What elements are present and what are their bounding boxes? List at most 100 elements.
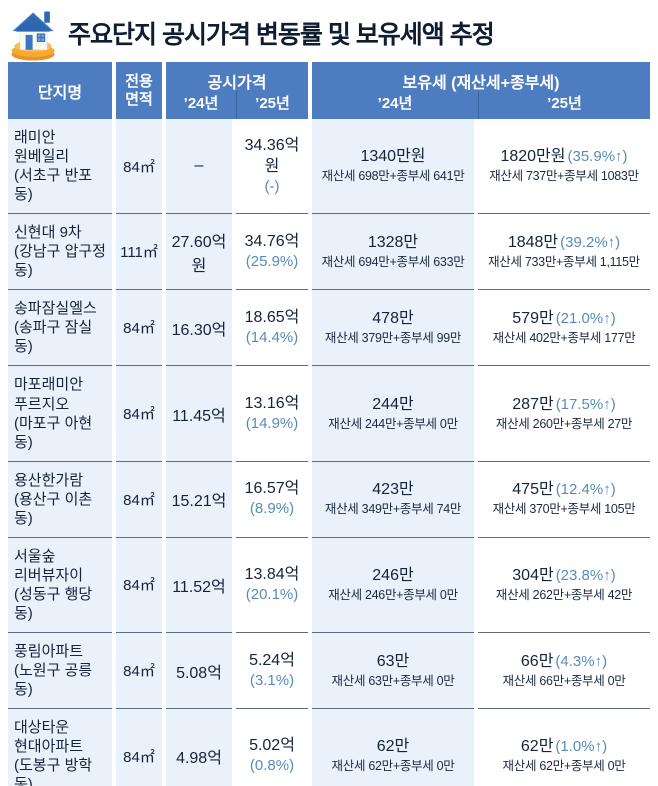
table-row: 풍림아파트 (노원구 공릉동) 84㎡ 5.08억 5.24억 (3.1%) 6… (8, 632, 650, 710)
tax-2025-amount: 579만 (512, 310, 554, 328)
tax-2025-cell: 62만 (1.0%↑) 재산세 62만+종부세 0만 (478, 709, 650, 786)
price-2025-change-pct: (-) (264, 177, 280, 195)
tax-2025-cell: 475만 (12.4%↑) 재산세 370만+종부세 105만 (478, 461, 650, 538)
tax-2024-cell: 1328만 재산세 694만+종부세 633만 (312, 214, 474, 291)
tax-2025-breakdown: 재산세 66만+종부세 0만 (502, 673, 626, 688)
price-2025-cell: 18.65억 (14.4%) (236, 290, 308, 367)
header-price-2024: ’24년 (183, 95, 219, 112)
tax-2025-value: 287만 (17.5%↑) (480, 395, 648, 416)
tax-2025-change-pct: (12.4%↑) (555, 481, 616, 499)
tax-2025-breakdown: 재산세 737만+종부세 1083만 (489, 169, 639, 184)
area-cell: 111㎡ (116, 214, 162, 291)
header-complex-name: 단지명 (8, 62, 112, 119)
price-2025-cell: 34.36억원 (-) (236, 119, 308, 215)
table-row: 송파잠실엘스 (송파구 잠실동) 84㎡ 16.30억 18.65억 (14.4… (8, 290, 650, 367)
price-2025-cell: 13.16억 (14.9%) (236, 366, 308, 462)
area-cell: 84㎡ (116, 366, 162, 462)
tax-2025-cell: 1848만 (39.2%↑) 재산세 733만+종부세 1,115만 (478, 214, 650, 291)
tax-2025-value: 62만 (1.0%↑) (480, 737, 648, 758)
tax-2024-breakdown: 재산세 694만+종부세 633만 (321, 254, 465, 269)
table-header: 단지명 전용 면적 공시가격 ’24년 ’25년 보유세 (재산세+종부세) ’… (8, 62, 650, 119)
header-tax-2024: ’24년 (377, 95, 413, 112)
tax-2025-value: 1820만원 (35.9%↑) (480, 147, 648, 168)
price-2025-change-pct: (8.9%) (249, 500, 295, 518)
tax-2024-value: 423만 (372, 481, 414, 499)
price-2025-change-pct: (3.1%) (249, 671, 295, 689)
price-2024-cell: 15.21억 (166, 461, 232, 538)
tax-2025-amount: 62만 (520, 738, 554, 756)
tax-2024-cell: 423만 재산세 349만+종부세 74만 (312, 461, 474, 538)
price-2024-cell: – (166, 119, 232, 215)
tax-2024-value: 62만 (376, 738, 410, 756)
price-2025-change-pct: (14.9%) (245, 414, 299, 432)
tax-2025-value: 304만 (23.8%↑) (480, 566, 648, 587)
tax-2024-value: 1340만원 (360, 148, 426, 166)
price-2024-cell: 27.60억원 (166, 214, 232, 291)
tax-2025-amount: 1820만원 (500, 148, 566, 166)
table-row: 용산한가람 (용산구 이촌동) 84㎡ 15.21억 16.57억 (8.9%)… (8, 461, 650, 538)
official-price-group-label: 공시가격 (207, 75, 267, 92)
table-row: 신현대 9차 (강남구 압구정동) 111㎡ 27.60억원 34.76억 (2… (8, 214, 650, 291)
area-cell: 84㎡ (116, 461, 162, 538)
price-2025-value: 13.84억 (244, 566, 300, 584)
tax-2025-value: 475만 (12.4%↑) (480, 480, 648, 501)
tax-2025-breakdown: 재산세 370만+종부세 105만 (492, 502, 636, 517)
price-2025-value: 13.16억 (244, 394, 300, 412)
tax-2025-amount: 304만 (512, 567, 554, 585)
tax-2025-change-pct: (23.8%↑) (555, 567, 616, 585)
price-2025-cell: 13.84억 (20.1%) (236, 537, 308, 633)
tax-2025-cell: 304만 (23.8%↑) 재산세 262만+종부세 42만 (478, 537, 650, 633)
tax-2025-value: 1848만 (39.2%↑) (480, 233, 648, 254)
price-2024-cell: 16.30억 (166, 290, 232, 367)
tax-2024-breakdown: 재산세 246만+종부세 0만 (328, 587, 458, 602)
tax-2025-value: 579만 (21.0%↑) (480, 309, 648, 330)
area-cell: 84㎡ (116, 290, 162, 367)
tax-2025-breakdown: 재산세 62만+종부세 0만 (502, 759, 626, 774)
tax-2024-value: 478만 (372, 310, 414, 328)
tax-2025-amount: 1848만 (507, 233, 559, 251)
table-row: 래미안 원베일리 (서초구 반포동) 84㎡ – 34.36억원 (-) 134… (8, 119, 650, 215)
price-2025-cell: 34.76억 (25.9%) (236, 214, 308, 291)
complex-name-cell: 서울숲 리버뷰자이 (성동구 행당동) (8, 537, 112, 633)
price-tax-table: 단지명 전용 면적 공시가격 ’24년 ’25년 보유세 (재산세+종부세) ’… (0, 62, 658, 786)
tax-2025-change-pct: (35.9%↑) (567, 148, 628, 166)
tax-2024-cell: 63만 재산세 63만+종부세 0만 (312, 632, 474, 710)
price-2025-change-pct: (20.1%) (245, 585, 299, 603)
area-cell: 84㎡ (116, 709, 162, 786)
price-2025-change-pct: (25.9%) (245, 252, 299, 270)
tax-2024-breakdown: 재산세 244만+종부세 0만 (328, 416, 458, 431)
complex-name-cell: 래미안 원베일리 (서초구 반포동) (8, 119, 112, 215)
complex-name-cell: 신현대 9차 (강남구 압구정동) (8, 214, 112, 291)
price-2025-cell: 5.02억 (0.8%) (236, 709, 308, 786)
tax-2025-change-pct: (21.0%↑) (555, 310, 616, 328)
price-2025-value: 5.24억 (249, 651, 295, 669)
holding-tax-group-label: 보유세 (재산세+종부세) (402, 75, 560, 92)
tax-2024-cell: 244만 재산세 244만+종부세 0만 (312, 366, 474, 462)
price-2024-cell: 11.52억 (166, 537, 232, 633)
tax-2024-cell: 1340만원 재산세 698만+종부세 641만 (312, 119, 474, 215)
price-2025-value: 18.65억 (244, 309, 300, 327)
price-2024-cell: 5.08억 (166, 632, 232, 710)
area-cell: 84㎡ (116, 537, 162, 633)
tax-2024-value: 244만 (372, 395, 414, 413)
tax-2025-amount: 287만 (512, 395, 554, 413)
tax-2024-cell: 62만 재산세 62만+종부세 0만 (312, 709, 474, 786)
complex-name-cell: 마포래미안 푸르지오 (마포구 아현동) (8, 366, 112, 462)
table-body: 래미안 원베일리 (서초구 반포동) 84㎡ – 34.36억원 (-) 134… (8, 119, 650, 786)
complex-name-cell: 용산한가람 (용산구 이촌동) (8, 461, 112, 538)
price-2025-value: 5.02억 (249, 737, 295, 755)
tax-2025-change-pct: (4.3%↑) (555, 652, 608, 670)
tax-2025-cell: 1820만원 (35.9%↑) 재산세 737만+종부세 1083만 (478, 119, 650, 215)
complex-name-cell: 대상타운 현대아파트 (도봉구 방학동) (8, 709, 112, 786)
price-2025-value: 34.36억원 (244, 136, 300, 175)
tax-2025-change-pct: (39.2%↑) (560, 233, 621, 251)
price-2025-cell: 16.57억 (8.9%) (236, 461, 308, 538)
tax-2024-breakdown: 재산세 63만+종부세 0만 (331, 673, 455, 688)
tax-2024-breakdown: 재산세 698만+종부세 641만 (321, 169, 465, 184)
area-cell: 84㎡ (116, 119, 162, 215)
tax-2025-amount: 66만 (520, 652, 554, 670)
tax-2025-amount: 475만 (512, 481, 554, 499)
tax-2024-value: 1328만 (367, 233, 419, 251)
tax-2024-cell: 246만 재산세 246만+종부세 0만 (312, 537, 474, 633)
